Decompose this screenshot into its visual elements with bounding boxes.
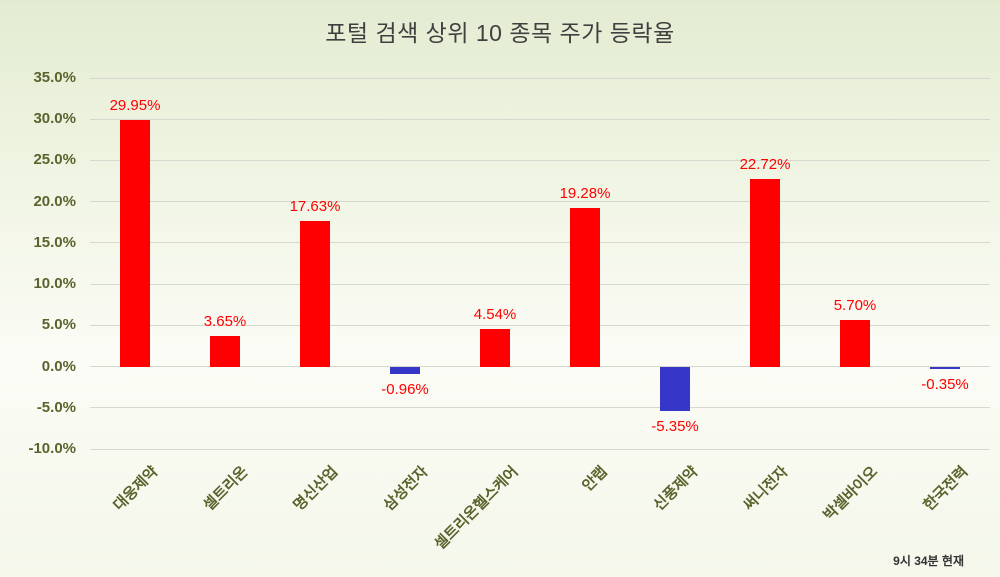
data-label-삼성전자: -0.96% — [381, 381, 429, 399]
data-label-셀트리온: 3.65% — [203, 313, 247, 331]
y-axis-tick-label: 30.0% — [33, 110, 76, 128]
gridline — [90, 407, 990, 409]
chart-title: 포털 검색 상위 10 종목 주가 등락율 — [325, 20, 675, 46]
x-axis-category-label: 신풍제약 — [650, 463, 702, 515]
bar-대웅제약 — [120, 119, 150, 367]
x-axis-category-label: 명신산업 — [290, 463, 342, 515]
bar-안랩 — [570, 207, 600, 367]
x-axis-category-label: 박셀바이오 — [820, 463, 882, 524]
bar-삼성전자 — [390, 366, 420, 375]
data-label-신풍제약: -5.35% — [651, 417, 699, 435]
gridline — [90, 201, 990, 203]
y-axis-tick-label: 5.0% — [41, 316, 76, 334]
gridline — [90, 283, 990, 285]
gridline — [90, 77, 990, 79]
data-label-셀트리온헬스케어: 4.54% — [473, 306, 517, 324]
bar-셀트리온헬스케어 — [480, 329, 510, 367]
bar-한국전력 — [930, 366, 960, 370]
y-axis-tick-label: 25.0% — [33, 151, 76, 169]
data-label-안랩: 19.28% — [559, 184, 611, 202]
data-label-한국전력: -0.35% — [921, 376, 969, 394]
y-axis-tick-label: 35.0% — [33, 69, 76, 86]
gridline — [90, 366, 990, 368]
bar-셀트리온 — [210, 336, 240, 367]
x-axis-category-label: 삼성전자 — [380, 463, 432, 515]
gridline — [90, 448, 990, 450]
y-axis-tick-label: 10.0% — [33, 275, 76, 293]
x-axis-category-label: 대웅제약 — [110, 463, 162, 515]
bar-신풍제약 — [660, 366, 690, 411]
y-axis-tick-label: 0.0% — [41, 357, 76, 375]
y-axis-tick-label: 20.0% — [33, 192, 76, 210]
y-axis-tick-label: 15.0% — [33, 233, 76, 251]
gridline — [90, 242, 990, 244]
y-axis-tick-label: -5.0% — [36, 398, 76, 416]
x-axis-category-label: 써니전자 — [740, 463, 792, 515]
bar-써니전자 — [750, 179, 780, 367]
y-axis-tick-label: -10.0% — [28, 440, 76, 457]
gridline — [90, 159, 990, 161]
data-label-박셀바이오: 5.70% — [833, 296, 877, 314]
data-label-명신산업: 17.63% — [289, 198, 341, 216]
gridline — [90, 118, 990, 120]
x-axis-category-label: 안랩 — [579, 463, 612, 495]
bar-명신산업 — [300, 221, 330, 367]
data-label-대웅제약: 29.95% — [109, 96, 161, 114]
gridline — [90, 324, 990, 326]
x-axis-category-label: 셀트리온 — [200, 463, 252, 515]
bar-박셀바이오 — [840, 319, 870, 367]
data-label-써니전자: 22.72% — [739, 156, 791, 174]
x-axis-category-label: 한국전력 — [920, 463, 972, 515]
x-axis-category-label: 셀트리온헬스케어 — [431, 463, 522, 554]
timestamp-annotation: 9시 34분 현재 — [893, 554, 964, 568]
